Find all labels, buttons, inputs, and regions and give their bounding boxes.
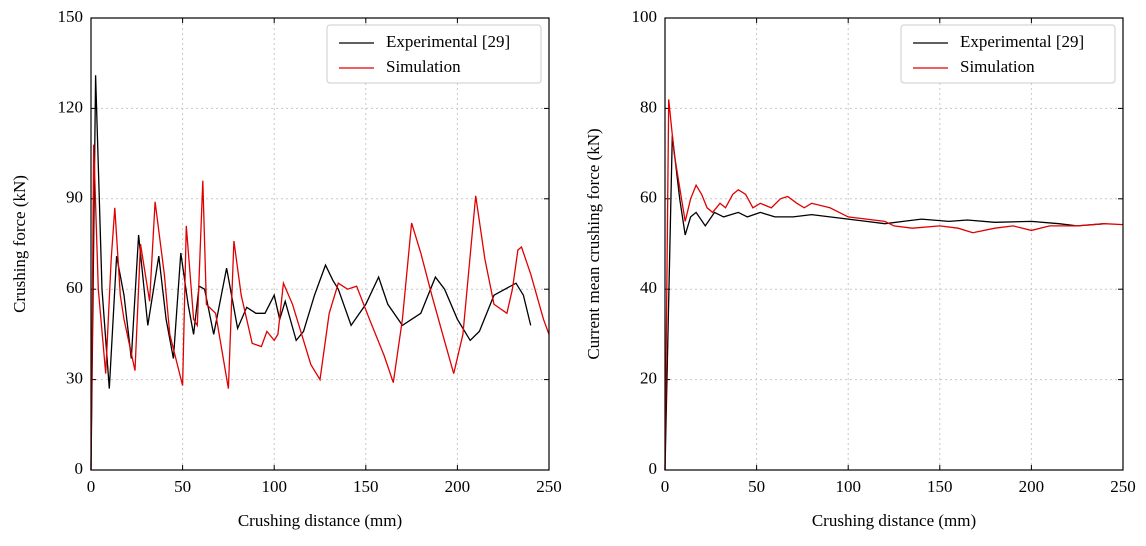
data-line [90,144,550,471]
y-tick-label: 90 [66,188,83,207]
legend-label: Experimental [29] [386,32,510,51]
legend-label: Simulation [960,57,1035,76]
x-tick-label: 100 [261,477,287,496]
x-tick-label: 250 [536,477,562,496]
y-tick-label: 30 [66,369,83,388]
legend-box [900,24,1116,84]
y-axis-label: Crushing force (kN) [10,175,29,313]
y-tick-label: 60 [66,278,83,297]
y-tick-label: 0 [75,459,84,478]
y-tick-label: 150 [58,7,84,26]
x-tick-label: 50 [174,477,191,496]
y-tick-label: 80 [640,97,657,116]
x-axis-label: Crushing distance (mm) [812,511,976,530]
x-axis-label: Crushing distance (mm) [238,511,402,530]
y-tick-label: 40 [640,278,657,297]
x-tick-label: 100 [835,477,861,496]
y-axis-label: Current mean crushing force (kN) [584,128,603,359]
y-tick-label: 0 [649,459,658,478]
data-line [664,99,1124,471]
plot-frame [664,17,1124,471]
plot-frame [90,17,550,471]
data-line [90,75,532,471]
x-tick-label: 0 [87,477,96,496]
legend-label: Experimental [29] [960,32,1084,51]
y-tick-label: 20 [640,369,657,388]
x-tick-label: 250 [1110,477,1136,496]
x-tick-label: 200 [1019,477,1045,496]
x-tick-label: 50 [748,477,765,496]
y-tick-label: 100 [632,7,658,26]
x-tick-label: 150 [353,477,379,496]
y-tick-label: 120 [58,97,84,116]
x-tick-label: 200 [445,477,471,496]
legend-label: Simulation [386,57,461,76]
y-tick-label: 60 [640,188,657,207]
x-tick-label: 0 [661,477,670,496]
data-line [664,135,1105,471]
x-tick-label: 150 [927,477,953,496]
legend-box [326,24,542,84]
